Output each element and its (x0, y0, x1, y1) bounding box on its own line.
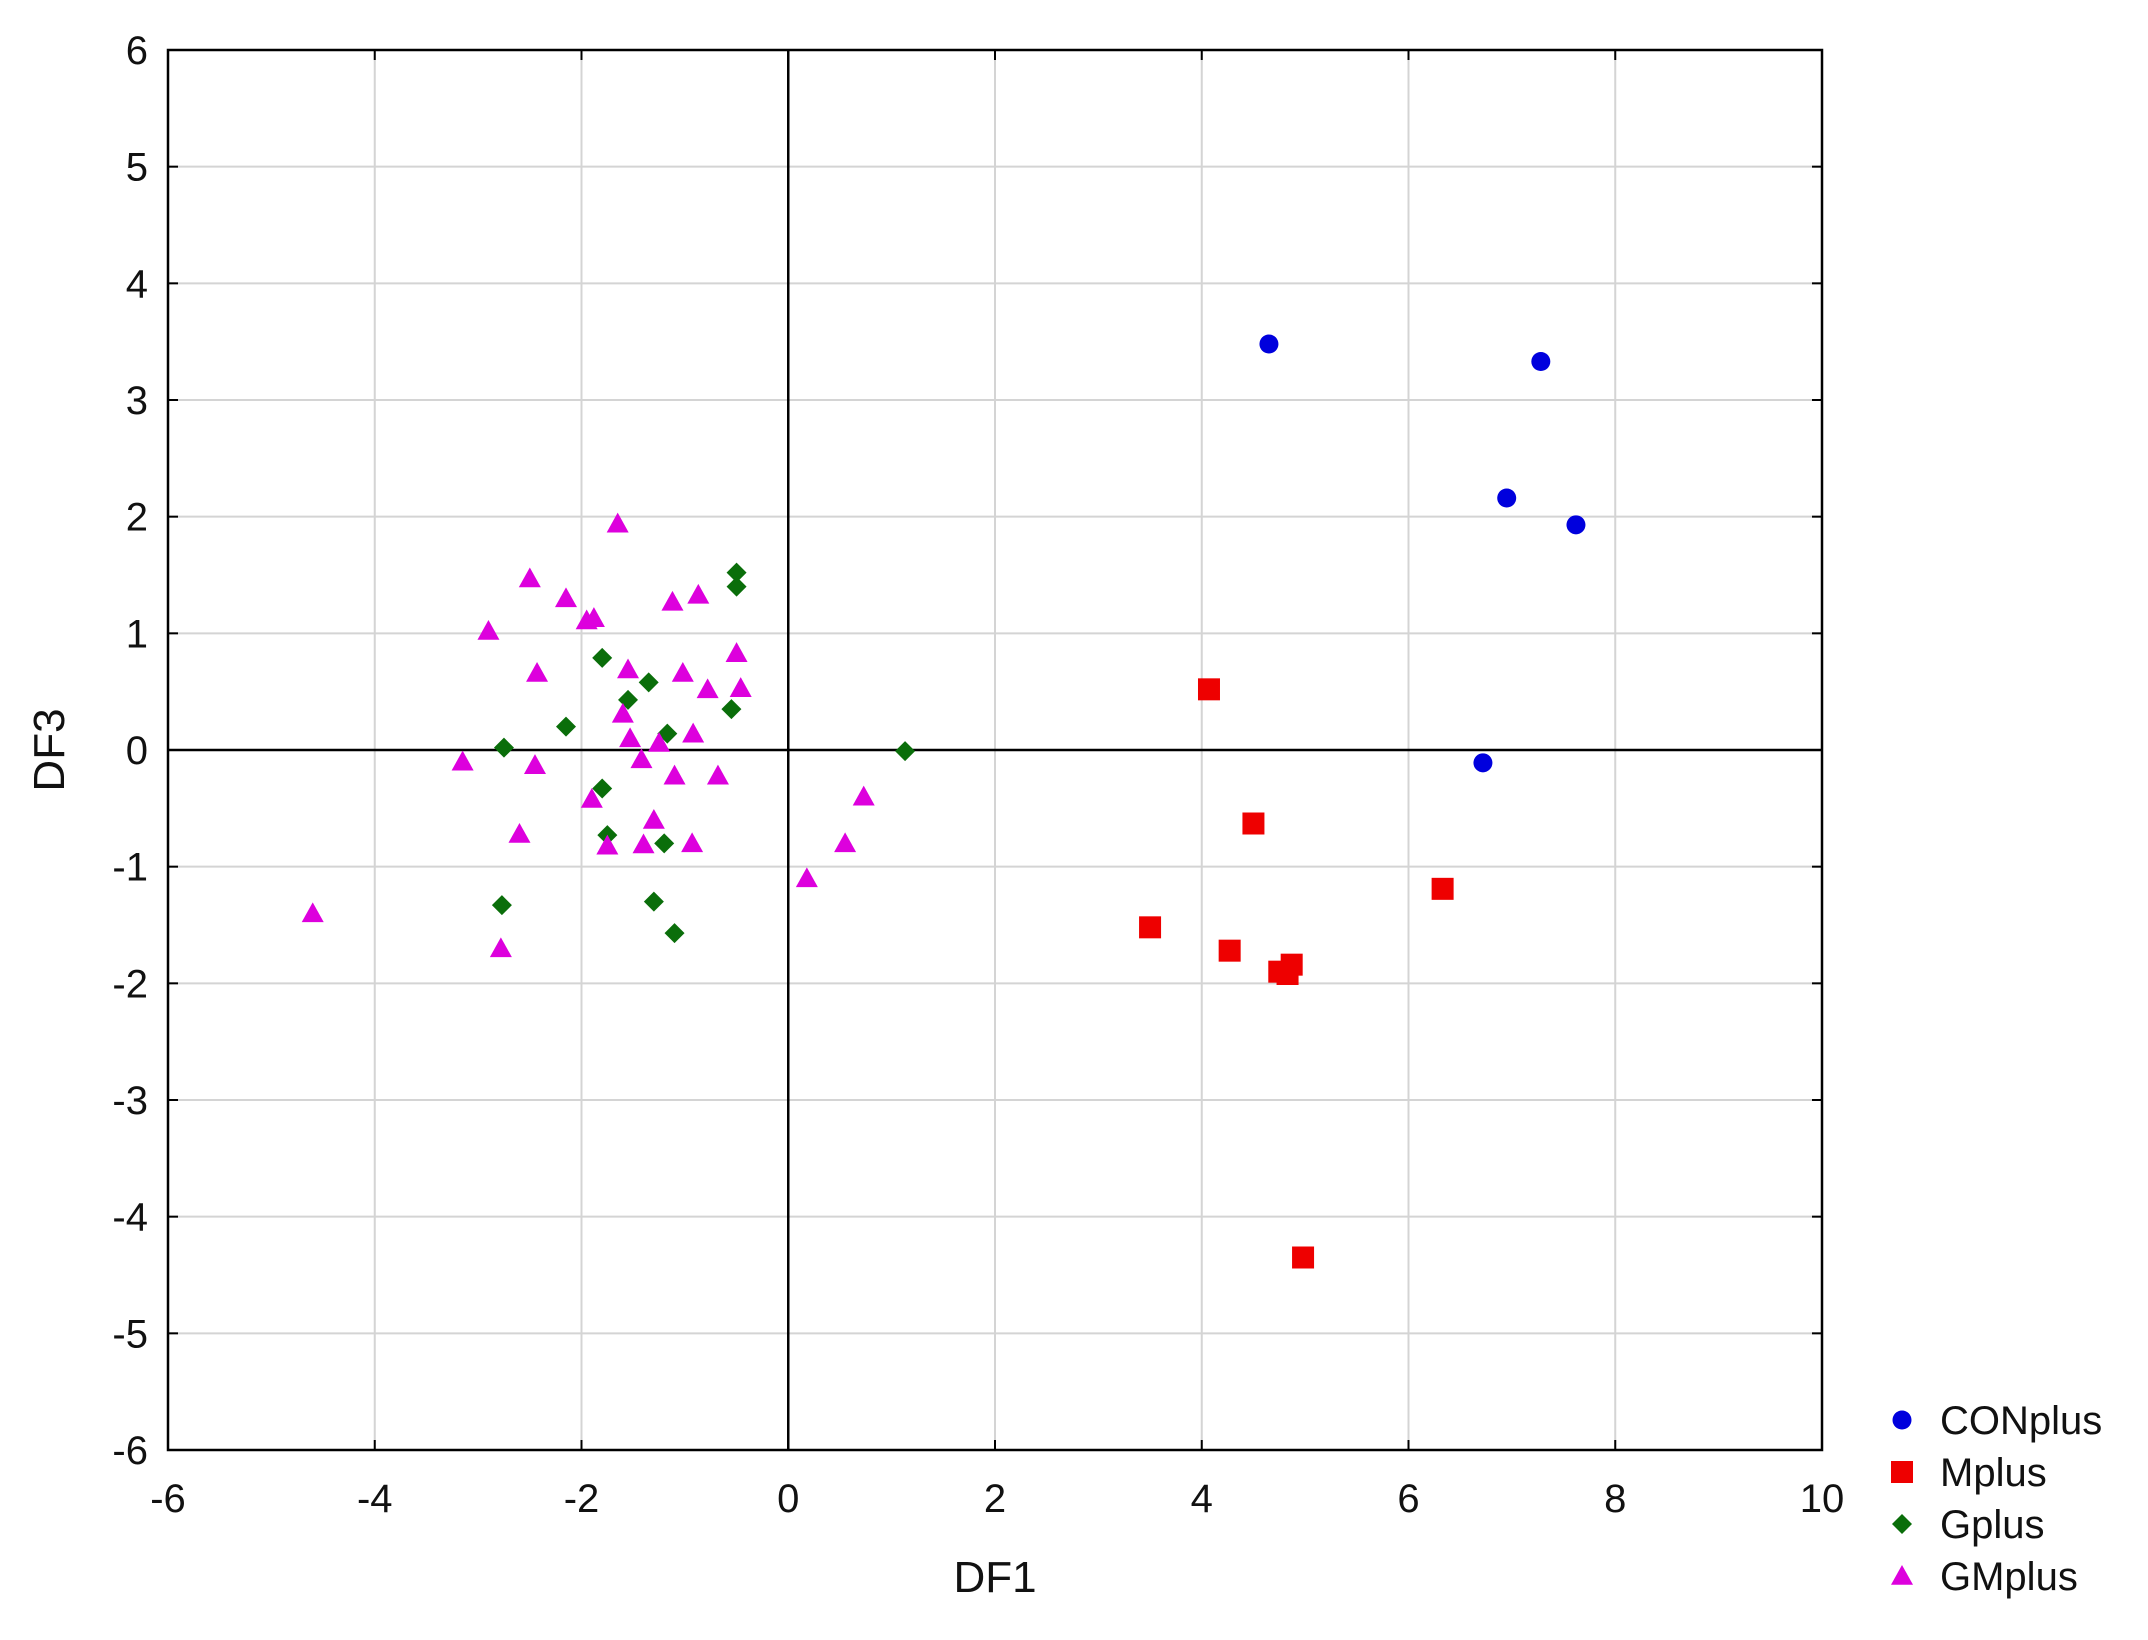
gmplus-point (706, 764, 729, 785)
legend-label-gmplus: GMplus (1940, 1555, 2078, 1599)
mplus-point (1242, 812, 1265, 835)
gmplus-point (687, 583, 710, 604)
conplus-point (1566, 515, 1586, 535)
x-tick-label: 6 (1397, 1477, 1419, 1521)
gmplus-point (852, 785, 875, 806)
gmplus-point (619, 727, 642, 748)
gmplus-point (663, 764, 686, 785)
gmplus-point (611, 702, 634, 723)
gmplus-point (518, 567, 541, 588)
y-tick-label: 0 (126, 729, 148, 773)
mplus-point (1276, 963, 1299, 985)
gmplus-point (596, 834, 619, 855)
x-axis-label: DF1 (953, 1553, 1036, 1602)
x-tick-label: 4 (1191, 1477, 1213, 1521)
reference-lines (168, 50, 1822, 1450)
y-tick-label: 2 (126, 496, 148, 540)
gplus-point (895, 741, 916, 762)
legend-marker-gplus (1892, 1514, 1912, 1534)
gmplus-point (477, 620, 500, 640)
gmplus-point (671, 662, 694, 682)
y-tick-label: -6 (112, 1429, 148, 1473)
gmplus-point (526, 662, 549, 682)
y-axis-label: DF3 (25, 708, 74, 791)
gmplus-point (523, 754, 546, 774)
legend-label-mplus: Mplus (1940, 1451, 2047, 1495)
gmplus-point (696, 678, 719, 699)
x-tick-label: 8 (1604, 1477, 1626, 1521)
y-tick-label: 3 (126, 379, 148, 423)
x-tick-label: -2 (564, 1477, 600, 1521)
gmplus-point (834, 832, 857, 853)
gmplus-point (632, 833, 655, 854)
conplus-point (1259, 334, 1279, 354)
legend: CONplus Mplus Gplus GMplus (1891, 1399, 2102, 1599)
mplus-point (1197, 678, 1220, 701)
gplus-point (592, 647, 613, 668)
y-tick-label: -4 (112, 1196, 148, 1240)
gmplus-point (508, 823, 531, 843)
gmplus-point (682, 722, 705, 743)
x-tick-label: -4 (357, 1477, 393, 1521)
gplus-point (721, 699, 742, 720)
legend-label-conplus: CONplus (1940, 1399, 2102, 1443)
gmplus-point (582, 607, 605, 627)
gplus-point (654, 833, 675, 854)
gplus-point (643, 891, 664, 912)
y-tick-label: 6 (126, 29, 148, 73)
gmplus-point (795, 867, 818, 888)
gmplus-point (554, 587, 577, 608)
x-tick-label: -6 (150, 1477, 186, 1521)
conplus-point (1531, 352, 1551, 371)
legend-label-gplus: Gplus (1940, 1503, 2045, 1547)
gplus-point (491, 895, 512, 916)
series-gmplus (301, 512, 875, 958)
legend-marker-gmplus (1891, 1565, 1913, 1585)
gmplus-point (301, 902, 324, 923)
gmplus-point (630, 748, 653, 769)
legend-marker-mplus (1891, 1461, 1913, 1483)
x-tick-label: 0 (777, 1477, 799, 1521)
y-tick-label: 1 (126, 612, 148, 656)
x-tick-label: 10 (1800, 1477, 1845, 1521)
gmplus-point (725, 642, 748, 662)
gplus-point (638, 672, 659, 693)
mplus-point (1139, 916, 1162, 939)
series-mplus (1139, 678, 1454, 1269)
gmplus-point (729, 677, 752, 697)
gplus-point (592, 778, 613, 799)
gplus-point (664, 923, 685, 944)
gmplus-point (489, 937, 512, 958)
gplus-point (555, 716, 576, 737)
gmplus-point (661, 590, 684, 611)
y-tick-label: -3 (112, 1079, 148, 1123)
mplus-point (1218, 939, 1241, 962)
x-tick-label: 2 (984, 1477, 1006, 1521)
conplus-point (1473, 753, 1493, 773)
y-tick-label: 4 (126, 262, 148, 306)
gmplus-point (681, 832, 704, 853)
data-points (301, 334, 1586, 1269)
series-gplus (491, 562, 916, 944)
conplus-point (1497, 488, 1517, 508)
y-tick-label: -5 (112, 1312, 148, 1356)
mplus-point (1431, 877, 1454, 900)
gmplus-point (451, 750, 474, 771)
gmplus-point (642, 809, 665, 829)
y-tick-label: 5 (126, 146, 148, 190)
gplus-point (726, 576, 747, 597)
gmplus-point (606, 512, 629, 533)
gplus-point (726, 562, 747, 583)
y-tick-label: -1 (112, 846, 148, 890)
legend-marker-conplus (1892, 1410, 1912, 1430)
gmplus-point (617, 658, 640, 679)
gmplus-point (648, 732, 671, 752)
mplus-point (1292, 1246, 1315, 1269)
gplus-point (493, 737, 514, 758)
y-tick-label: -2 (112, 962, 148, 1006)
gmplus-point (580, 788, 603, 808)
series-conplus (1259, 334, 1586, 773)
